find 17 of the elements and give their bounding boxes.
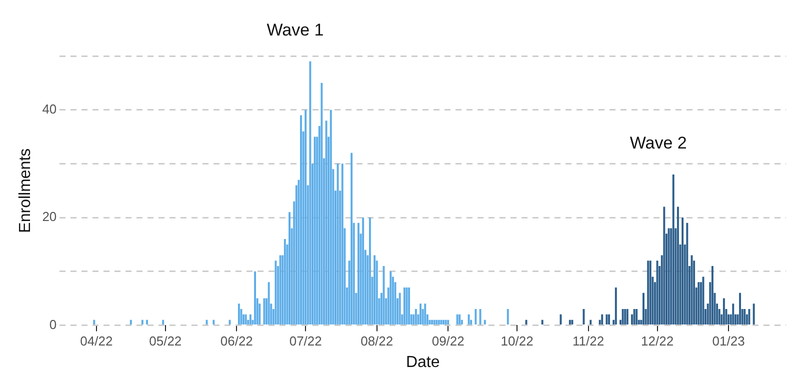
x-tick-label: 06/22 bbox=[220, 334, 253, 349]
y-axis-title: Enrollments bbox=[17, 148, 34, 233]
series-label: Wave 1 bbox=[266, 20, 324, 40]
x-tick-label: 08/22 bbox=[360, 334, 394, 349]
x-tick-label: 10/22 bbox=[500, 334, 534, 349]
y-tick-label: 20 bbox=[42, 209, 57, 224]
x-tick-label: 04/22 bbox=[80, 334, 113, 349]
x-tick-label: 01/23 bbox=[712, 334, 745, 349]
series-label: Wave 2 bbox=[630, 134, 687, 153]
x-tick-label: 12/22 bbox=[641, 334, 674, 349]
x-axis-title: Date bbox=[406, 354, 440, 371]
x-tick-label: 05/22 bbox=[149, 334, 182, 349]
x-tick-label: 09/22 bbox=[432, 334, 464, 349]
x-tick-label: 11/22 bbox=[572, 334, 604, 349]
x-tick-label: 07/22 bbox=[289, 334, 322, 349]
y-tick-label: 40 bbox=[42, 101, 57, 116]
y-tick-label: 0 bbox=[49, 316, 57, 332]
